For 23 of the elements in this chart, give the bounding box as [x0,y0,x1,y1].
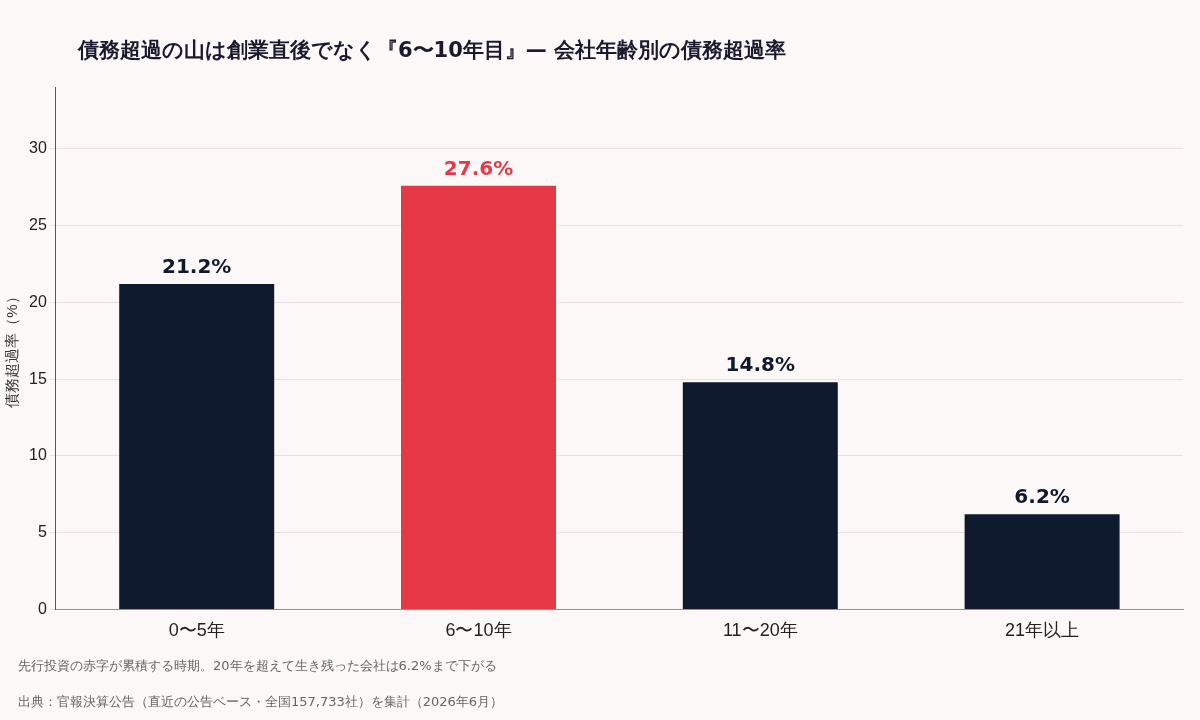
data-label: 14.8% [725,352,795,377]
y-tick-label: 25 [29,216,47,234]
y-axis-title: 債務超過率（%） [3,289,21,408]
bar [964,514,1120,609]
chart-title: 債務超過の山は創業直後でなく『6〜10年目』— 会社年齢別の債務超過率 [78,37,787,64]
x-tick-label: 11〜20年 [722,620,798,641]
bar [119,284,275,609]
x-tick-label: 0〜5年 [168,620,225,641]
x-tick-label: 6〜10年 [445,620,512,641]
bar [401,185,556,609]
y-tick-label: 30 [29,139,47,157]
source-note: 出典：官報決算公告（直近の公告ベース・全国157,733社）を集計（2026年6月） [18,693,504,711]
data-label: 27.6% [443,156,514,181]
data-label: 6.2% [1014,484,1070,509]
y-tick-label: 0 [37,599,47,617]
y-tick-label: 15 [29,369,47,387]
bar [682,382,838,609]
y-tick-label: 5 [37,523,47,541]
x-tick-label: 21年以上 [1005,620,1080,641]
data-label: 21.2% [162,254,232,279]
y-tick-label: 10 [29,446,47,464]
y-tick-label: 20 [29,292,47,310]
text: 先行投資の赤字が累積する時期。20年を超えて生き残った会社は6.2%まで下がる [18,657,497,675]
